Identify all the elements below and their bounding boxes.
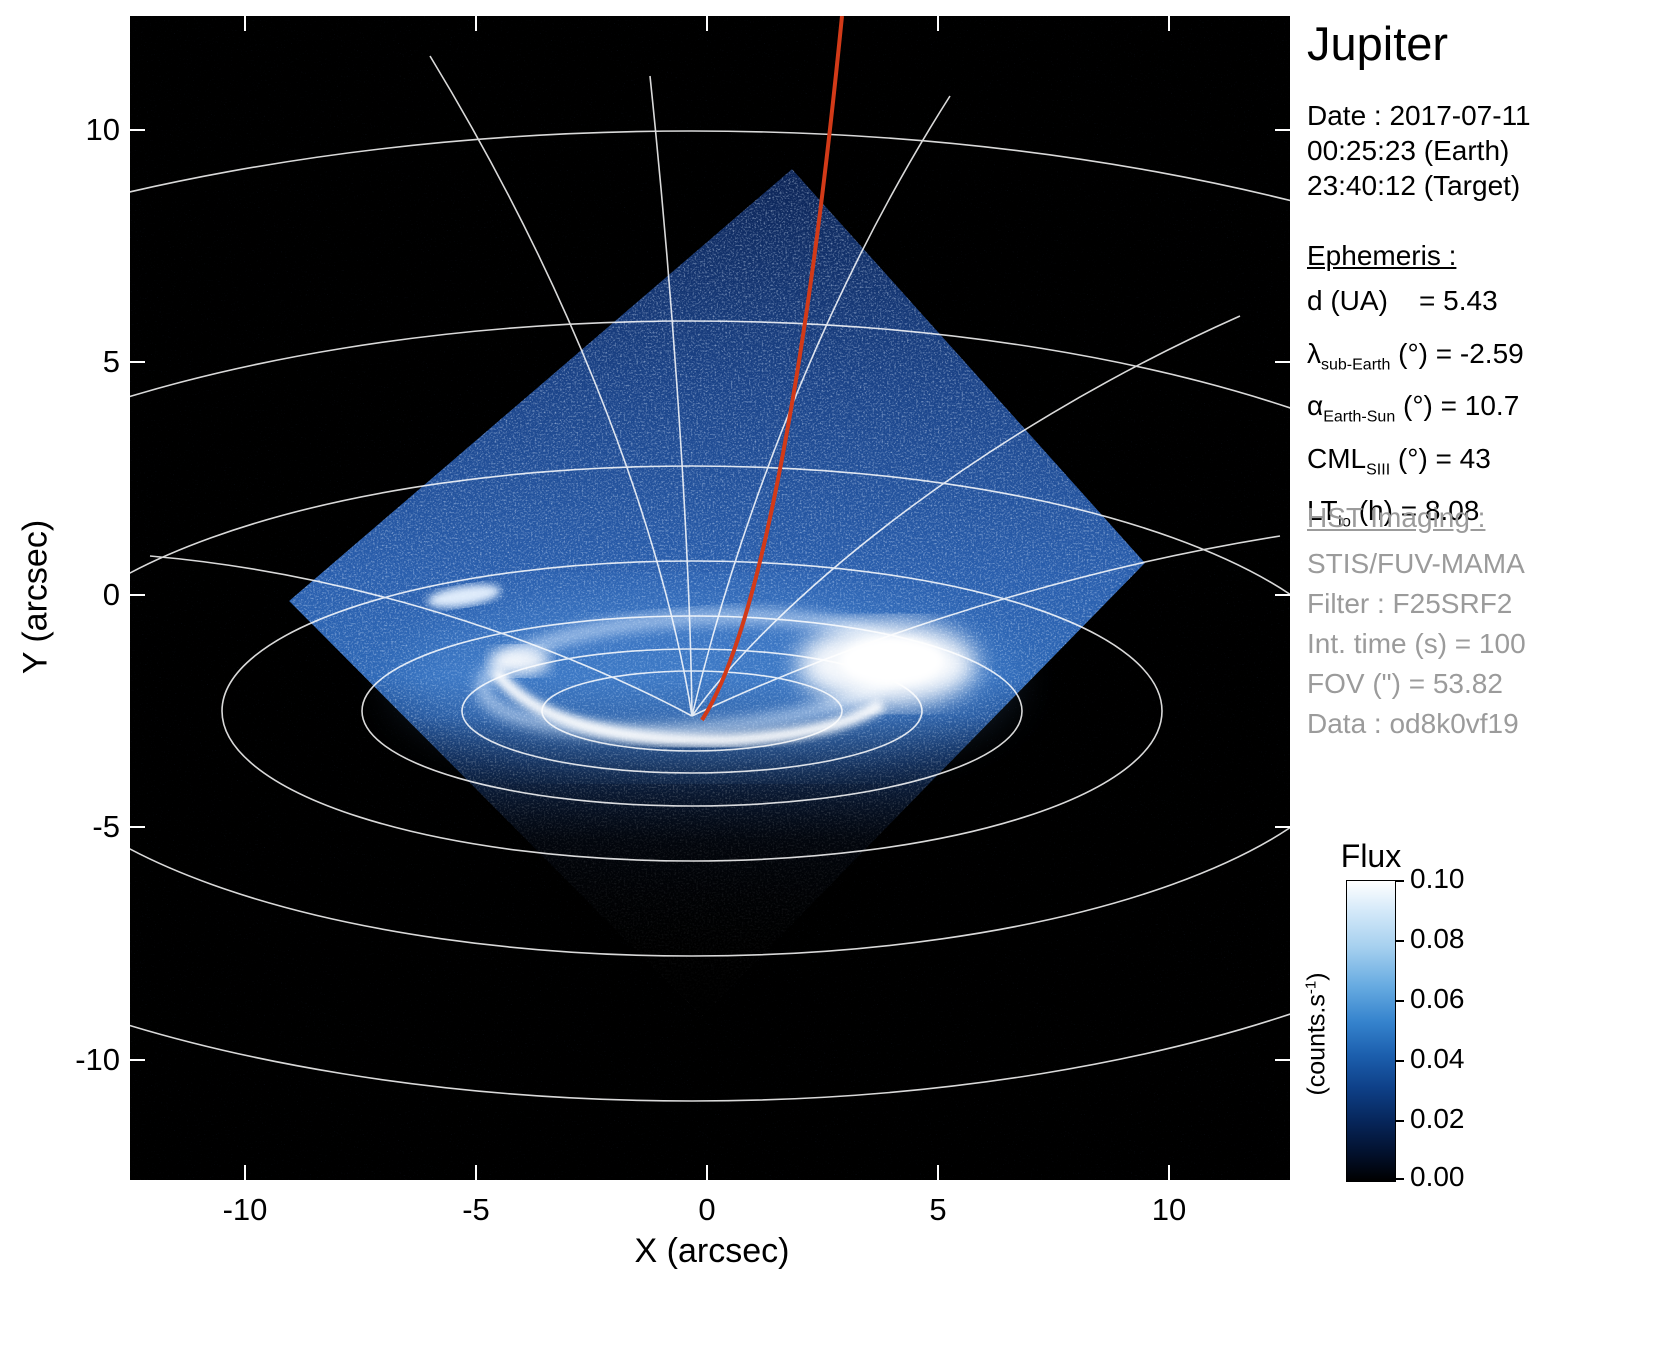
hst-instrument: STIS/FUV-MAMA — [1307, 548, 1525, 579]
colorbar-tick — [1395, 1060, 1404, 1062]
colorbar-units-label: (counts.s-1) — [1302, 972, 1331, 1096]
y-tick-label: 5 — [102, 344, 120, 379]
x-tick-label: -10 — [222, 1192, 268, 1227]
colorbar-gradient — [1346, 880, 1396, 1182]
ephemeris-lambda-subearth: λsub-Earth (°) = -2.59 — [1307, 337, 1524, 374]
colorbar-tick-label: 0.08 — [1410, 923, 1465, 954]
date-line: Date : 2017-07-11 — [1307, 100, 1531, 131]
planetary-graticule — [130, 55, 1290, 1102]
hst-data-id: Data : od8k0vf19 — [1307, 708, 1519, 739]
y-tick-label: 10 — [85, 112, 120, 147]
y-tick-label: -10 — [75, 1042, 120, 1077]
ephemeris-distance: d (UA) = 5.43 — [1307, 285, 1498, 316]
colorbar-tick — [1395, 1120, 1404, 1122]
observation-datetime: Date : 2017-07-11 00:25:23 (Earth) 23:40… — [1307, 98, 1531, 203]
ephemeris-lt-io: LTIo (h) = 8.08 — [1307, 495, 1480, 531]
x-tick-label: 5 — [929, 1192, 947, 1227]
colorbar-tick-label: 0.04 — [1410, 1043, 1465, 1074]
y-tick-label: 0 — [102, 577, 120, 612]
colorbar-tick — [1395, 1178, 1404, 1180]
io-footprint-track — [700, 16, 844, 722]
hst-filter: Filter : F25SRF2 — [1307, 588, 1513, 619]
x-tick-label: 10 — [1151, 1192, 1187, 1227]
colorbar-tick — [1395, 1000, 1404, 1002]
hst-imaging-block: STIS/FUV-MAMA Filter : F25SRF2 Int. time… — [1307, 544, 1526, 744]
ephemeris-alpha-earthsun: αEarth-Sun (°) = 10.7 — [1307, 390, 1520, 426]
colorbar-tick — [1395, 940, 1404, 942]
hst-int-time: Int. time (s) = 100 — [1307, 628, 1526, 659]
hst-fov: FOV (") = 53.82 — [1307, 668, 1503, 699]
y-tick-label: -5 — [92, 809, 120, 844]
auroral-oval — [400, 584, 1010, 766]
colorbar-tick-label: 0.06 — [1410, 983, 1465, 1014]
plot-canvas — [130, 16, 1290, 1180]
ephemeris-cml: CMLSIII (°) = 43 — [1307, 442, 1491, 479]
ephemeris-block: d (UA) = 5.43 λsub-Earth (°) = -2.59 αEa… — [1307, 280, 1524, 543]
y-axis-title: Y (arcsec) — [16, 519, 55, 675]
hst-imaging-heading: HST Imaging : — [1307, 502, 1486, 533]
x-tick-label: 0 — [698, 1192, 716, 1227]
x-axis-title: X (arcsec) — [634, 1232, 790, 1270]
figure-title: Jupiter — [1307, 17, 1449, 70]
earth-time-line: 00:25:23 (Earth) — [1307, 135, 1510, 166]
colorbar-tick-label: 0.02 — [1410, 1103, 1465, 1134]
colorbar-tick-label: 0.00 — [1410, 1161, 1465, 1192]
colorbar-tick-label: 0.10 — [1410, 863, 1465, 894]
x-tick-label: -5 — [462, 1192, 490, 1227]
plot-area — [130, 16, 1290, 1180]
ephemeris-heading: Ephemeris : — [1307, 240, 1457, 271]
colorbar-tick — [1395, 880, 1404, 882]
colorbar-title: Flux — [1340, 838, 1402, 874]
target-time-line: 23:40:12 (Target) — [1307, 170, 1521, 201]
axis-ticks — [130, 16, 1290, 1180]
